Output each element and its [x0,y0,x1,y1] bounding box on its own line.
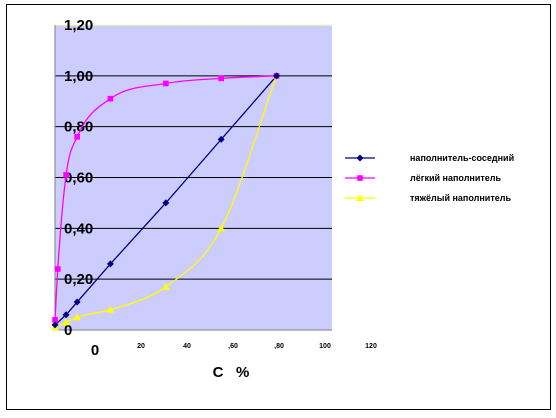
legend-marker [356,154,364,162]
axes [54,25,332,331]
data-point-series-1 [162,199,170,207]
legend-entry: наполнитель-соседний [410,153,514,163]
y-tick-label: 1,00 [64,68,93,85]
x-tick-label: 20 [137,343,145,350]
grid-lines [55,24,332,280]
data-point-series-1 [273,72,281,80]
data-point-series-2 [63,172,69,178]
y-tick-label: 0 [64,322,72,339]
y-tick-labels: 0 0,20 0,40 0,60 0,80 1,00 1,20 [64,17,93,339]
data-point-series-3 [162,282,170,290]
data-point-series-2 [74,134,80,140]
x-tick-label: 120 [365,343,377,350]
data-point-series-3 [62,318,70,326]
data-point-series-1 [51,321,59,329]
legend-marker [357,175,363,181]
series-line-2 [54,75,277,320]
y-tick-label: 0,40 [64,220,93,237]
x-tick-label: 100 [319,343,331,350]
series-markers [51,71,281,331]
data-point-series-1 [73,298,81,306]
data-point-series-3 [217,224,225,232]
legend-entry: тяжёлый наполнитель [410,193,511,203]
data-point-series-1 [106,260,114,268]
legend-entry: лёгкий наполнитель [410,173,502,183]
x-tick-labels: 0 20 40 ,60 ,80 100 120 [91,342,377,359]
x-axis-label: С % [213,364,250,381]
data-point-series-1 [217,135,225,143]
x-tick-label: 0 [91,342,99,359]
y-tick-label: 0,20 [64,271,93,288]
legend-marker [356,194,364,201]
y-tick-label: 0,80 [64,119,93,136]
data-point-series-2 [52,317,58,323]
x-tick-label: ,60 [228,343,238,350]
legend: наполнитель-соседний лёгкий наполнитель тя… [345,153,514,203]
y-tick-label: 0,60 [64,170,93,187]
x-tick-label: ,80 [274,343,284,350]
data-point-series-2 [54,266,61,272]
data-point-series-1 [62,311,70,319]
data-point-series-2 [107,95,114,102]
data-point-series-3 [73,313,81,321]
x-tick-label: 40 [183,343,191,350]
data-point-series-3 [106,305,115,313]
data-point-series-2 [163,80,169,87]
y-tick-label: 1,20 [64,17,93,34]
data-point-series-2 [218,75,224,82]
